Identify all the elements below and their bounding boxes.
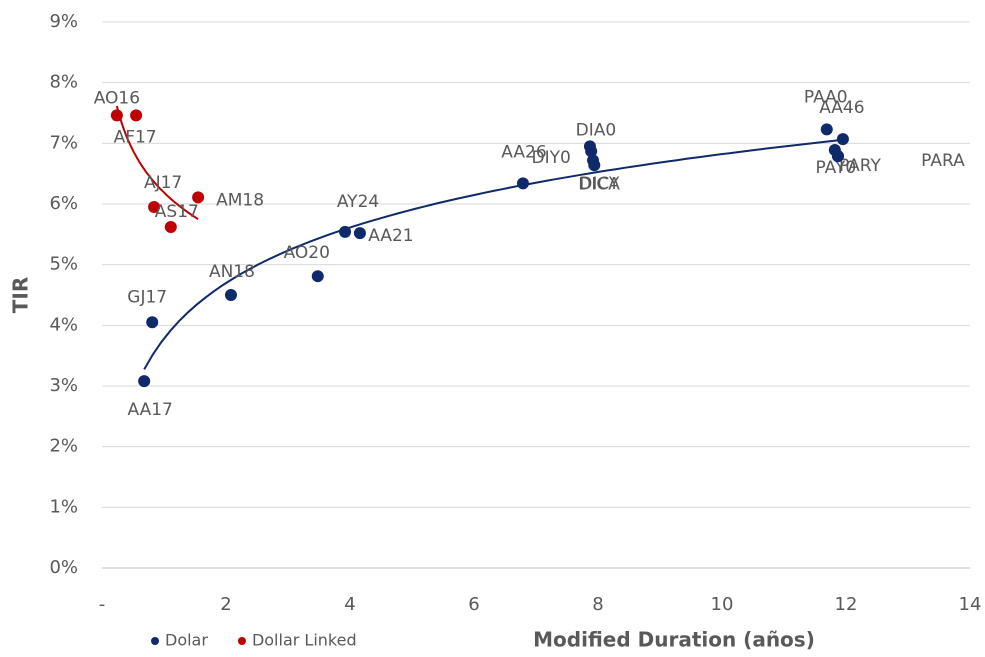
- point-label: PARA: [921, 151, 965, 171]
- point-label: PAY0: [815, 158, 856, 178]
- point-label: AO16: [94, 88, 140, 108]
- legend-label: Dollar Linked: [252, 631, 357, 650]
- x-tick-label: 8: [592, 594, 603, 615]
- point-label: AO20: [284, 243, 330, 263]
- y-tick-label: 0%: [49, 557, 78, 578]
- trendline: [143, 138, 844, 370]
- x-tick-label: 12: [835, 594, 858, 615]
- x-axis-title: Modified Duration (años): [533, 628, 815, 652]
- legend-marker: [237, 637, 246, 645]
- point: [148, 201, 161, 214]
- point-label: AA17: [127, 400, 172, 420]
- point-label: AM18: [216, 190, 264, 210]
- point-label: DICA: [578, 174, 620, 194]
- x-tick-label: 6: [468, 594, 479, 615]
- point-label: DIY0: [532, 148, 571, 168]
- point: [311, 270, 324, 283]
- legend-label: Dolar: [165, 631, 208, 650]
- y-tick-label: 9%: [49, 11, 78, 32]
- y-tick-label: 8%: [49, 72, 78, 93]
- point-label: AJ17: [144, 173, 182, 193]
- point: [146, 316, 159, 329]
- legend-marker: [151, 637, 159, 645]
- point-label: GJ17: [127, 287, 167, 307]
- point: [224, 289, 237, 301]
- x-tick-label: 14: [959, 594, 982, 615]
- y-tick-label: 1%: [49, 496, 78, 517]
- point-label: DICY: [579, 174, 620, 194]
- point: [836, 133, 849, 146]
- y-tick-label: 6%: [49, 193, 78, 214]
- x-tick-label: -: [99, 594, 106, 615]
- point: [585, 145, 598, 158]
- point-label: AS17: [155, 202, 199, 222]
- point: [138, 375, 151, 388]
- point: [130, 109, 143, 122]
- y-tick-label: 4%: [49, 314, 78, 335]
- point: [192, 191, 205, 204]
- point-label: PARY: [839, 156, 882, 176]
- point: [831, 150, 844, 163]
- y-axis-title: TIR: [9, 277, 33, 313]
- point-label: AY24: [337, 192, 379, 212]
- point: [516, 177, 529, 190]
- point: [588, 159, 601, 172]
- x-tick-label: 10: [711, 594, 734, 615]
- y-tick-label: 7%: [49, 132, 78, 153]
- y-tick-label: 2%: [49, 436, 78, 457]
- point-label: AA21: [368, 226, 413, 246]
- y-tick-label: 3%: [49, 375, 78, 396]
- point-label: AF17: [114, 127, 157, 147]
- x-tick-label: 4: [344, 594, 355, 615]
- point: [820, 123, 833, 136]
- point-label: AN18: [209, 262, 255, 282]
- y-tick-label: 5%: [49, 254, 78, 275]
- point: [353, 227, 366, 240]
- point-label: AA26: [501, 142, 546, 162]
- point: [164, 221, 177, 234]
- point-label: PAA0: [804, 87, 848, 107]
- trendline: [115, 105, 199, 220]
- point: [339, 225, 352, 238]
- point: [110, 109, 123, 122]
- point-label: AA46: [819, 98, 864, 118]
- x-tick-label: 2: [220, 594, 231, 615]
- point-label: DIA0: [576, 120, 617, 140]
